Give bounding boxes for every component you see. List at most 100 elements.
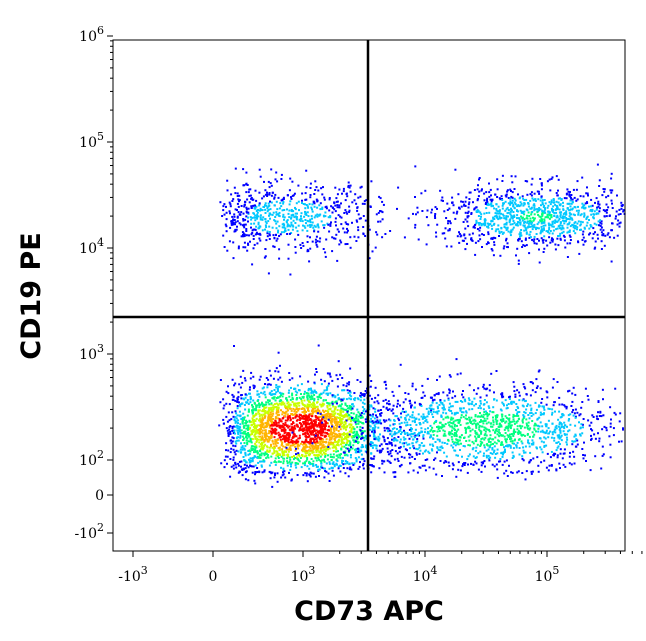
- data-point: [492, 419, 495, 422]
- data-point: [262, 426, 265, 429]
- data-point: [292, 407, 295, 410]
- data-point: [244, 246, 247, 249]
- data-point: [311, 451, 314, 454]
- data-point: [547, 407, 550, 410]
- data-point: [293, 410, 296, 413]
- data-point: [559, 448, 562, 451]
- data-point: [242, 212, 245, 215]
- data-point: [373, 455, 376, 458]
- data-point: [339, 418, 342, 421]
- data-point: [412, 438, 415, 441]
- data-point: [290, 196, 292, 199]
- data-point: [504, 440, 507, 442]
- data-point: [509, 438, 511, 440]
- data-point: [294, 212, 297, 215]
- data-point: [307, 407, 310, 410]
- data-point: [276, 455, 279, 458]
- data-point: [311, 449, 314, 452]
- data-point: [260, 403, 263, 406]
- data-point: [557, 436, 560, 439]
- data-point: [310, 458, 313, 460]
- data-point: [294, 208, 297, 211]
- data-point: [486, 412, 488, 415]
- data-point: [529, 394, 532, 397]
- data-point: [477, 452, 480, 455]
- data-point: [243, 426, 245, 429]
- data-point: [365, 451, 368, 453]
- data-point: [388, 441, 391, 444]
- data-point: [378, 451, 381, 454]
- data-point: [348, 430, 351, 433]
- data-point: [391, 444, 394, 447]
- data-point: [257, 455, 259, 458]
- data-point: [298, 444, 301, 447]
- data-point: [309, 218, 312, 221]
- data-point: [373, 433, 376, 436]
- data-point: [355, 202, 358, 205]
- data-point: [500, 425, 503, 428]
- data-point: [274, 416, 277, 419]
- data-point: [316, 224, 319, 227]
- data-point: [337, 456, 340, 459]
- data-point: [504, 399, 507, 402]
- data-point: [591, 414, 594, 417]
- data-point: [327, 472, 330, 475]
- data-point: [393, 423, 396, 425]
- data-point: [467, 455, 470, 458]
- data-point: [480, 438, 483, 440]
- data-point: [274, 419, 277, 422]
- data-point: [504, 438, 507, 441]
- data-point: [461, 455, 463, 458]
- data-point: [600, 415, 603, 418]
- data-point: [562, 425, 565, 428]
- data-point: [303, 225, 306, 228]
- data-point: [236, 414, 239, 417]
- data-point: [322, 458, 325, 461]
- data-point: [275, 439, 278, 442]
- data-point: [560, 434, 563, 437]
- data-point: [333, 202, 336, 205]
- data-point: [388, 408, 391, 411]
- data-point: [362, 232, 365, 235]
- data-point: [373, 401, 376, 404]
- data-point: [244, 467, 247, 470]
- data-point: [359, 399, 362, 402]
- data-point: [266, 399, 269, 402]
- data-point: [442, 411, 445, 414]
- data-point: [233, 429, 236, 432]
- data-point: [553, 454, 555, 457]
- data-point: [301, 454, 303, 456]
- data-point: [249, 464, 251, 467]
- data-point: [542, 251, 545, 253]
- data-point: [303, 432, 306, 435]
- data-point: [314, 436, 317, 438]
- data-point: [389, 462, 392, 464]
- data-point: [240, 211, 243, 214]
- data-point: [390, 409, 393, 412]
- data-point: [337, 467, 340, 470]
- data-point: [545, 425, 548, 428]
- data-point: [255, 417, 258, 420]
- data-point: [447, 416, 450, 419]
- data-point: [403, 456, 406, 459]
- data-point: [456, 424, 458, 427]
- data-point: [349, 391, 352, 394]
- data-point: [339, 428, 342, 431]
- data-point: [332, 443, 335, 446]
- data-point: [294, 390, 297, 393]
- data-point: [503, 428, 506, 431]
- data-point: [342, 227, 345, 230]
- data-point: [360, 412, 363, 414]
- data-point: [521, 442, 524, 445]
- data-point: [517, 407, 520, 410]
- data-point: [222, 234, 225, 237]
- data-point: [432, 467, 435, 470]
- data-point: [314, 434, 317, 437]
- data-point: [258, 237, 261, 240]
- data-point: [327, 454, 329, 457]
- data-point: [359, 414, 362, 417]
- data-point: [224, 223, 227, 226]
- data-point: [228, 419, 231, 422]
- data-point: [319, 403, 322, 406]
- data-point: [612, 434, 615, 437]
